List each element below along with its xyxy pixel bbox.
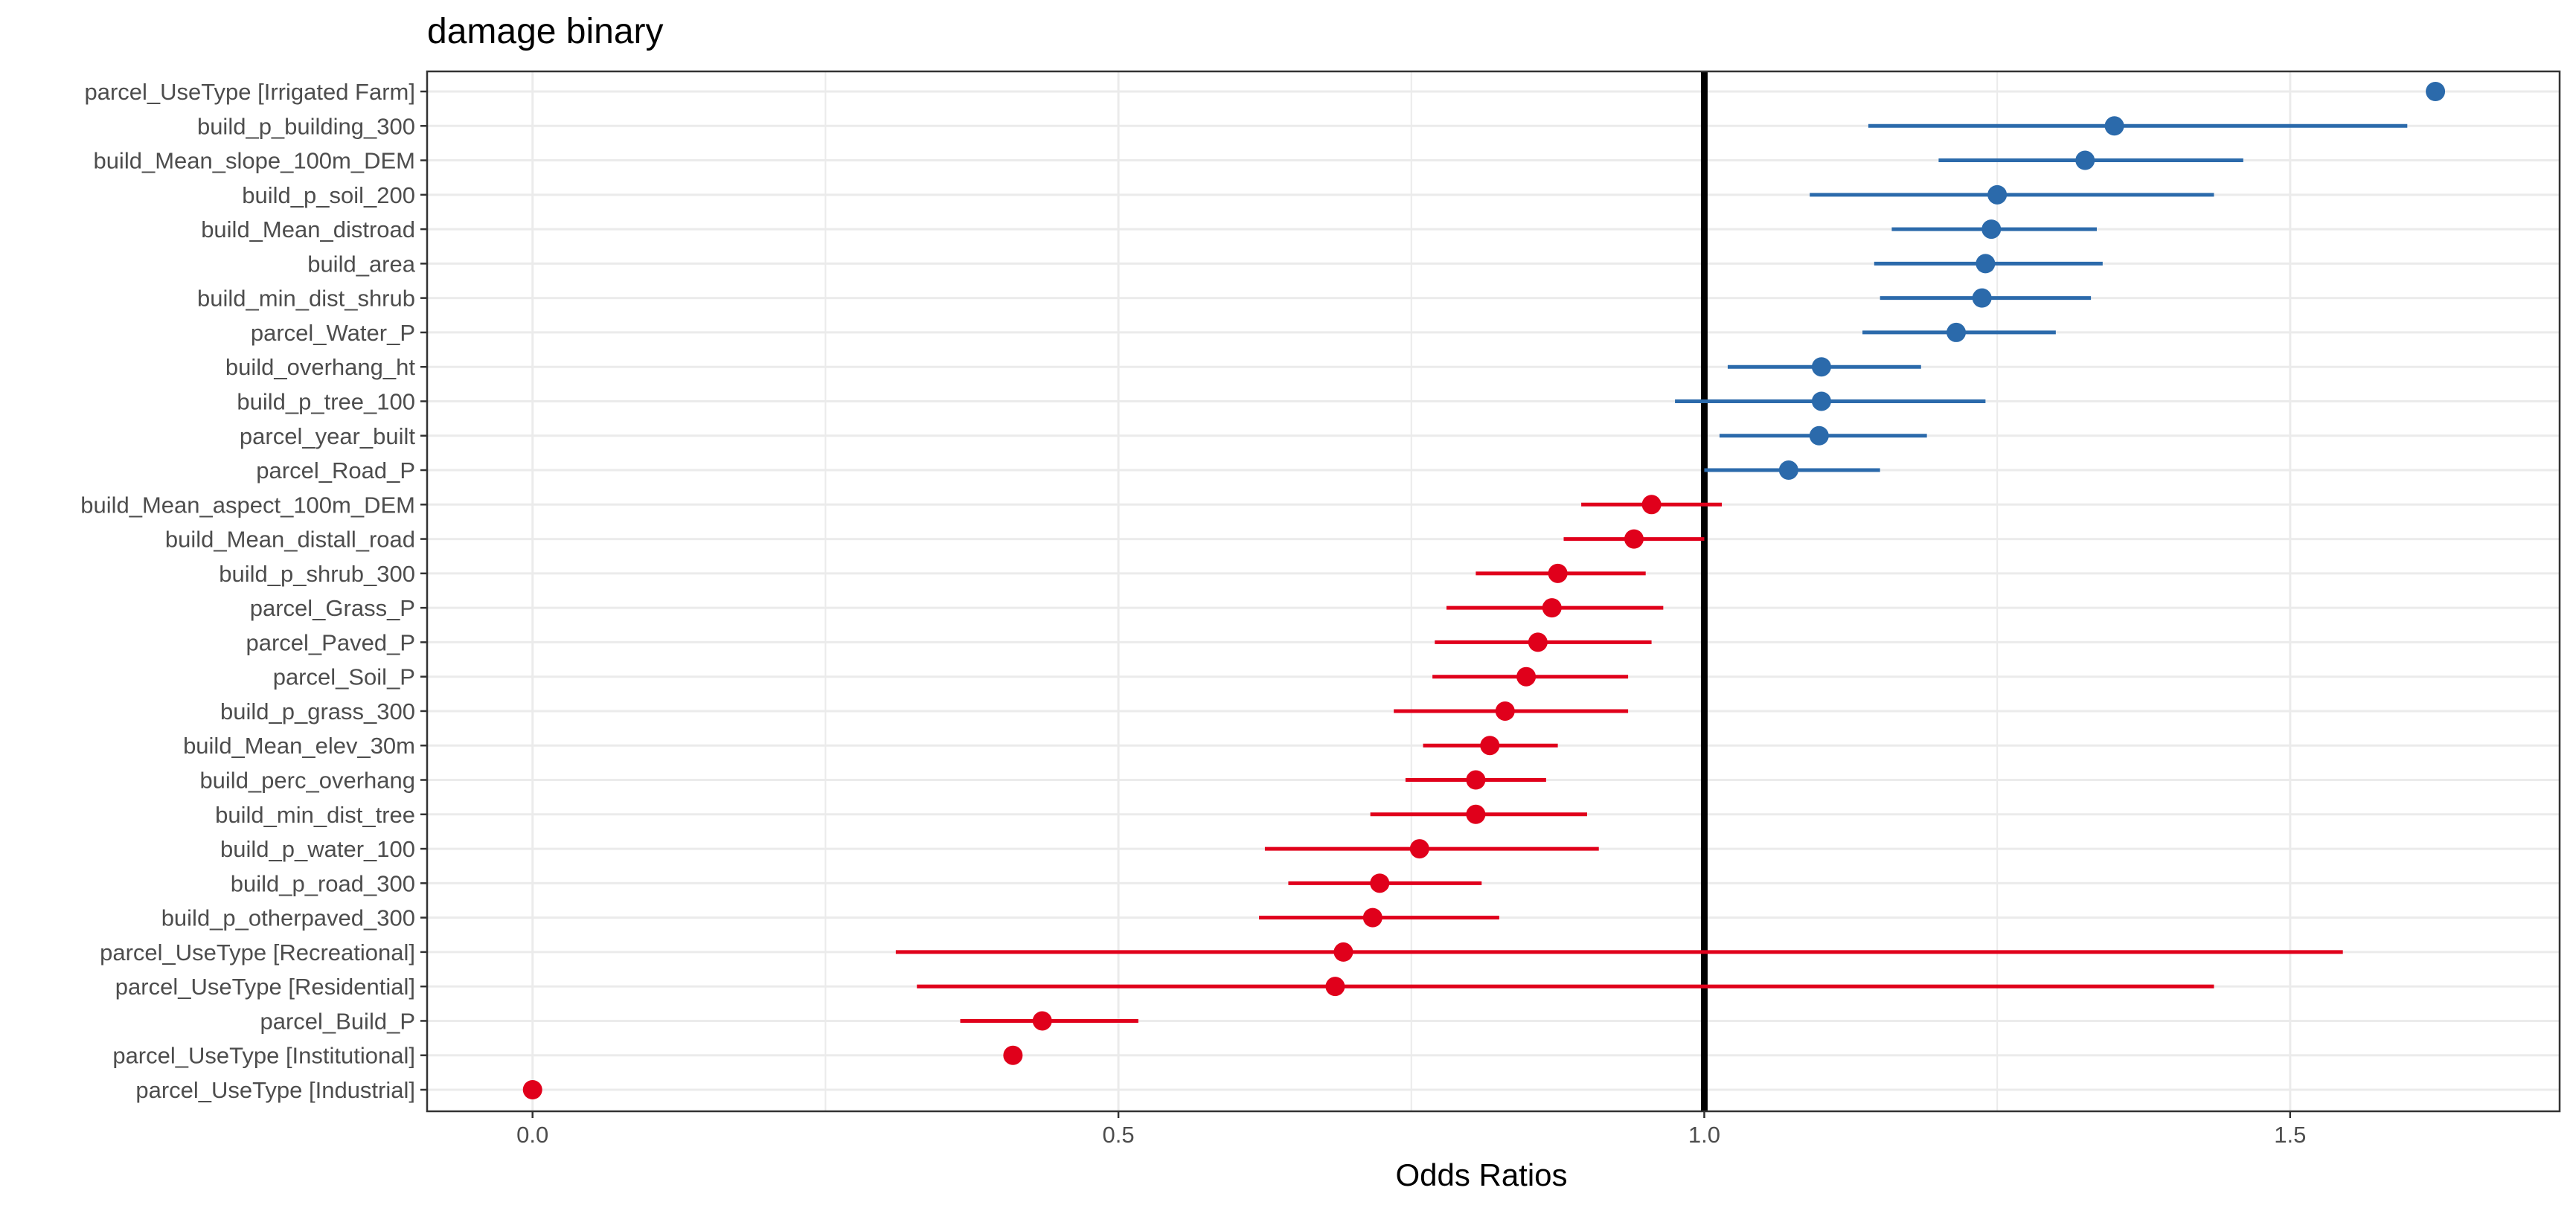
y-tick-label: build_Mean_distall_road [165, 527, 415, 553]
y-tick-label: parcel_UseType [Irrigated Farm] [84, 79, 415, 105]
estimate-point [1809, 425, 1829, 446]
y-tick-label: build_p_grass_300 [220, 698, 415, 725]
y-axis: parcel_UseType [Irrigated Farm] build_p_b… [80, 79, 427, 1103]
estimate-point [1362, 907, 1382, 928]
chart-title: damage binary [427, 12, 664, 51]
x-tick-label: 0.5 [1103, 1122, 1135, 1148]
estimate-point [2104, 116, 2124, 136]
y-tick-label: parcel_Paved_P [246, 629, 416, 655]
estimate-point [1466, 804, 1486, 824]
y-tick-label: build_p_tree_100 [237, 388, 415, 414]
estimate-point [1624, 529, 1644, 549]
estimate-point [1325, 977, 1345, 997]
estimate-point [1466, 770, 1486, 790]
estimate-point [1548, 563, 1568, 583]
estimate-point [1528, 632, 1548, 652]
grid-minor [824, 71, 1999, 1111]
y-tick-label: build_p_building_300 [197, 113, 415, 139]
estimate-point [1516, 666, 1537, 687]
y-tick-label: build_min_dist_shrub [197, 286, 415, 312]
y-tick-label: parcel_Soil_P [273, 664, 415, 690]
estimate-point [1480, 736, 1500, 756]
estimate-point [1976, 254, 1996, 274]
y-tick-label: parcel_UseType [Industrial] [135, 1077, 415, 1103]
plot-border [426, 70, 2561, 1113]
estimate-point [1981, 219, 2002, 240]
y-tick-label: parcel_UseType [Residential] [115, 974, 415, 1000]
estimate-point [1987, 184, 2008, 205]
estimate-point [1542, 598, 1562, 618]
y-tick-label: parcel_UseType [Institutional] [112, 1043, 415, 1069]
estimate-point [522, 1080, 542, 1099]
y-tick-label: build_overhang_ht [225, 354, 415, 380]
y-tick-label: build_Mean_slope_100m_DEM [93, 148, 415, 174]
y-tick-label: parcel_Build_P [260, 1008, 415, 1034]
y-tick-label: build_area [307, 251, 416, 277]
x-tick-label: 1.5 [2274, 1122, 2306, 1148]
x-axis: 0.0 0.5 1.0 1.5 [516, 1111, 2306, 1148]
estimate-point [1811, 357, 1831, 377]
plot-panel [427, 71, 2560, 1111]
estimate-point [2426, 82, 2446, 101]
estimate-point [1003, 1045, 1023, 1065]
estimate-point [1495, 701, 1515, 721]
y-tick-label: build_Mean_aspect_100m_DEM [80, 492, 415, 518]
y-tick-label: build_min_dist_tree [215, 802, 415, 828]
y-tick-label: build_p_water_100 [220, 836, 415, 862]
estimate-points [522, 82, 2446, 1099]
y-tick-label: parcel_Road_P [256, 457, 415, 483]
y-tick-label: build_perc_overhang [199, 768, 415, 794]
y-tick-label: parcel_Water_P [251, 320, 415, 346]
estimate-point [2075, 150, 2095, 170]
estimate-point [1370, 873, 1390, 893]
estimate-point [1947, 322, 1967, 342]
x-tick-label: 1.0 [1688, 1122, 1720, 1148]
y-tick-label: parcel_year_built [240, 423, 415, 449]
estimate-point [1641, 495, 1662, 515]
x-axis-title: Odds Ratios [1395, 1157, 1567, 1192]
y-tick-label: parcel_Grass_P [250, 595, 415, 621]
y-tick-label: build_p_soil_200 [242, 182, 415, 208]
estimate-point [1409, 839, 1429, 859]
y-tick-label: build_p_road_300 [231, 870, 415, 896]
estimate-point [1811, 391, 1831, 411]
estimate-point [1032, 1011, 1052, 1031]
estimate-point [1778, 460, 1798, 481]
y-tick-label: build_p_shrub_300 [219, 561, 415, 587]
estimate-point [1972, 288, 1992, 308]
estimate-point [1333, 942, 1353, 962]
y-tick-label: build_Mean_elev_30m [183, 733, 415, 759]
x-tick-label: 0.0 [516, 1122, 548, 1148]
y-tick-label: build_p_otherpaved_300 [161, 905, 415, 931]
y-tick-label: build_Mean_distroad [201, 216, 415, 242]
y-tick-label: parcel_UseType [Recreational] [100, 939, 415, 966]
